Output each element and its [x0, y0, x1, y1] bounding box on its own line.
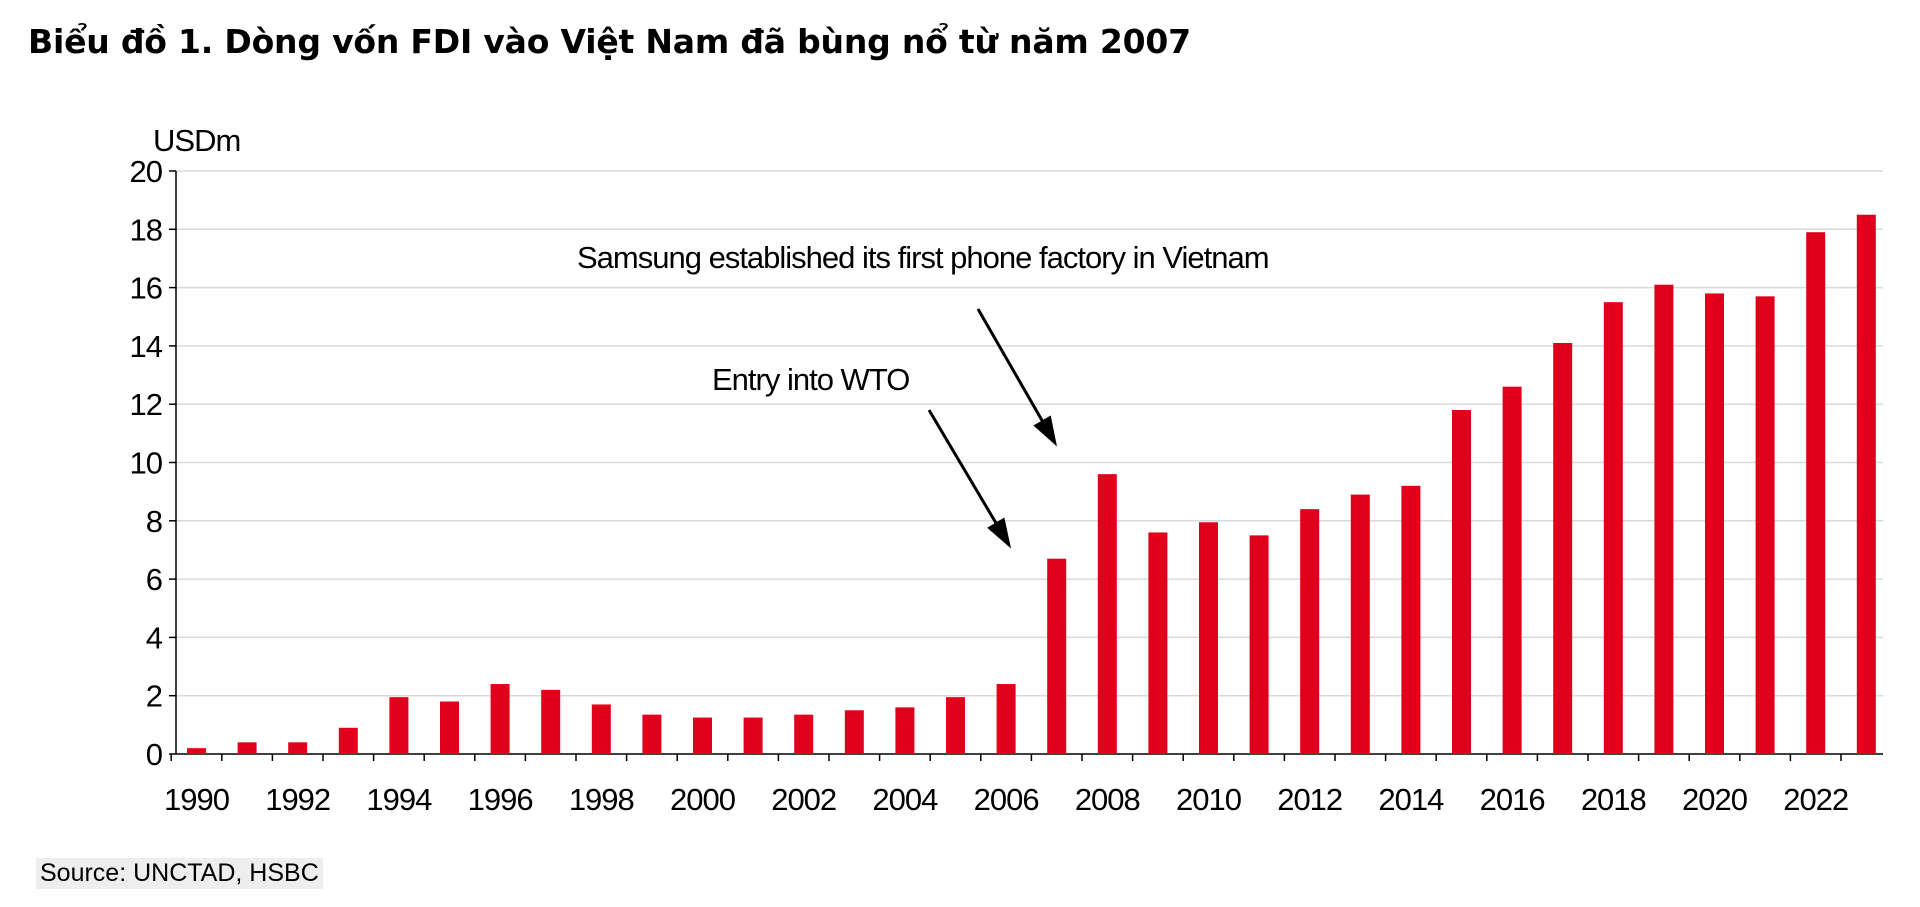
- x-tick-label: 1994: [366, 782, 432, 817]
- bar: [1654, 284, 1674, 754]
- bar: [1401, 485, 1421, 754]
- x-tick-label: 1998: [569, 782, 634, 817]
- bar: [1806, 232, 1826, 755]
- x-tick-label: 2008: [1075, 782, 1140, 817]
- bar: [1603, 302, 1623, 754]
- bar: [187, 748, 206, 754]
- x-tick-label: 2022: [1783, 782, 1848, 817]
- bar: [541, 689, 561, 754]
- annotations: Samsung established its first phone fact…: [577, 240, 1270, 549]
- bar: [1856, 214, 1876, 755]
- bar: [237, 742, 257, 754]
- bar: [338, 727, 358, 754]
- bar: [946, 697, 965, 754]
- x-tick-label: 1996: [468, 782, 533, 817]
- bar: [1300, 509, 1320, 754]
- bar: [996, 684, 1016, 754]
- bar: [490, 684, 510, 754]
- annotation-arrow: [927, 409, 1011, 546]
- bar: [1502, 386, 1522, 754]
- arrow-head: [987, 517, 1012, 549]
- y-tick-label: 8: [146, 504, 162, 539]
- axes: [169, 170, 1883, 761]
- bar: [1452, 410, 1471, 754]
- bar: [1047, 558, 1067, 754]
- y-tick-labels: 0 2 4 6 8 10 12 14 16 18 20: [130, 154, 164, 772]
- bar: [693, 717, 712, 754]
- arrow-head: [1033, 415, 1057, 447]
- y-tick-label: 20: [130, 154, 163, 189]
- y-tick-label: 14: [130, 329, 163, 364]
- y-tick-label: 10: [130, 446, 163, 481]
- x-tick-label: 2018: [1581, 782, 1646, 817]
- x-tick-label: 2000: [670, 782, 736, 817]
- bar-chart: 0 2 4 6 8 10 12 14 16 18 20 1990 1992 1994 1996 1998 20…: [130, 123, 1883, 817]
- x-tick-label: 2014: [1378, 782, 1444, 817]
- bar: [1755, 296, 1775, 754]
- bars: [187, 214, 1876, 755]
- y-tick-label: 12: [130, 387, 162, 422]
- bar: [1249, 535, 1269, 754]
- x-tick-label: 2012: [1277, 782, 1342, 817]
- bar: [389, 697, 409, 754]
- gridlines: [176, 170, 1883, 697]
- x-tick-label: 2002: [771, 782, 836, 817]
- bar: [1148, 532, 1168, 754]
- bar: [743, 717, 763, 754]
- annotation-label: Entry into WTO: [712, 362, 909, 397]
- x-tick-label: 2004: [872, 782, 938, 817]
- bar: [440, 701, 459, 754]
- bar: [1199, 522, 1218, 754]
- x-tick-labels: 1990 1992 1994 1996 1998 2000 2002 2004 2006 2008…: [164, 782, 1849, 817]
- y-tick-label: 18: [130, 212, 162, 247]
- x-tick-label: 2016: [1480, 782, 1545, 817]
- bar: [591, 704, 611, 754]
- bar: [844, 710, 864, 754]
- x-tick-label: 2010: [1176, 782, 1242, 817]
- x-tick-label: 2006: [974, 782, 1039, 817]
- bar: [1553, 342, 1573, 754]
- annotation-label: Samsung established its first phone fact…: [577, 240, 1269, 275]
- bar: [1097, 474, 1117, 754]
- x-tick-label: 1992: [265, 782, 330, 817]
- bar: [642, 714, 662, 754]
- y-tick-label: 0: [146, 737, 163, 772]
- bar: [288, 742, 308, 754]
- bar: [895, 707, 915, 754]
- bar: [794, 714, 814, 754]
- bar: [1705, 293, 1724, 754]
- y-tick-label: 6: [146, 562, 162, 597]
- y-unit-label: USDm: [153, 123, 240, 158]
- y-tick-label: 16: [130, 271, 162, 306]
- x-tick-label: 1990: [164, 782, 230, 817]
- bar: [1350, 494, 1370, 754]
- source-note: Source: UNCTAD, HSBC: [36, 858, 323, 889]
- chart-title: Biểu đồ 1. Dòng vốn FDI vào Việt Nam đã …: [28, 22, 1191, 61]
- x-tick-label: 2020: [1682, 782, 1748, 817]
- y-tick-label: 4: [146, 620, 163, 655]
- y-tick-label: 2: [146, 679, 162, 714]
